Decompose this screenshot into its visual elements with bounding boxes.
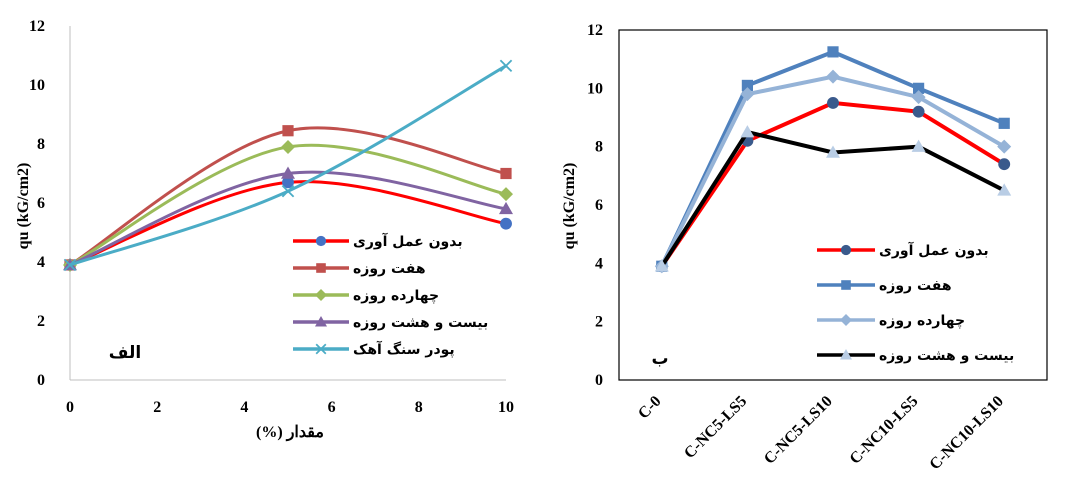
y-tick-label: 4 xyxy=(37,254,45,271)
legend-marker xyxy=(315,316,327,327)
legend-label: بیست و هشت روزه xyxy=(879,348,1014,364)
y-tick-label: 8 xyxy=(37,136,45,153)
legend-item: بیست و هشت روزه xyxy=(293,315,488,331)
panel-label: ب xyxy=(651,349,668,369)
x-tick-label: 6 xyxy=(328,399,336,416)
legend-marker xyxy=(840,314,852,326)
x-tick-label: 2 xyxy=(153,399,161,416)
data-point xyxy=(911,90,926,105)
legend-label: هفت روزه xyxy=(353,261,426,277)
legend-marker xyxy=(840,244,852,256)
legend-item: پودر سنگ آهک xyxy=(293,340,455,358)
y-axis-label: qu (kG/cm2) xyxy=(15,163,32,250)
legend-marker xyxy=(840,349,852,360)
y-tick-label: 6 xyxy=(37,195,45,212)
data-point xyxy=(499,201,513,215)
data-point xyxy=(997,183,1012,196)
legend-marker xyxy=(315,235,327,247)
legend-label: بدون عمل آوری xyxy=(879,241,989,259)
data-point xyxy=(911,139,926,152)
data-point xyxy=(912,105,925,118)
legend-item: بدون عمل آوری xyxy=(817,241,989,259)
legend-item: بدون عمل آوری xyxy=(293,232,463,250)
y-axis-label: qu (kG/cm2) xyxy=(561,163,578,250)
series xyxy=(654,125,1012,272)
data-point xyxy=(826,145,840,158)
y-tick-label: 12 xyxy=(29,18,45,35)
legend-item: چهارده روزه xyxy=(817,313,965,329)
data-point xyxy=(499,187,513,202)
data-point xyxy=(740,125,755,138)
data-point xyxy=(827,96,839,109)
data-point xyxy=(998,158,1011,171)
legend-marker xyxy=(841,280,851,290)
y-tick-label: 8 xyxy=(595,139,603,156)
legend-label: چهارده روزه xyxy=(353,288,439,304)
data-point xyxy=(741,79,753,92)
x-tick-label: 8 xyxy=(415,399,423,416)
data-point xyxy=(281,184,295,198)
legend-item: چهارده روزه xyxy=(293,288,439,304)
x-axis-label: مقدار (%) xyxy=(256,424,324,442)
y-tick-label: 2 xyxy=(37,313,45,330)
x-tick-label: 10 xyxy=(498,399,514,416)
data-point xyxy=(827,46,839,58)
data-point xyxy=(997,139,1012,154)
legend-marker xyxy=(315,343,327,355)
y-tick-label: 0 xyxy=(37,372,45,389)
data-point xyxy=(281,166,295,179)
legend-marker xyxy=(315,289,327,301)
chart-left: qu (kG/cm2) مقدار (%) الف 0 2 4 6 8 10 12 0 2 4 6 8… xyxy=(15,18,514,442)
y-tick-label: 10 xyxy=(587,80,603,97)
data-point xyxy=(499,59,513,73)
legend-item: هفت روزه xyxy=(293,261,426,277)
legend-label: بدون عمل آوری xyxy=(353,232,463,250)
data-point xyxy=(282,176,294,189)
legend-label: بیست و هشت روزه xyxy=(353,315,488,331)
legend-label: هفت روزه xyxy=(879,278,952,294)
y-tick-label: 10 xyxy=(29,77,45,94)
data-point xyxy=(282,125,294,137)
series xyxy=(655,96,1011,273)
data-point xyxy=(654,259,669,272)
data-point xyxy=(998,117,1010,129)
y-tick-label: 2 xyxy=(595,314,603,331)
series xyxy=(63,59,513,272)
y-tick-label: 4 xyxy=(595,255,603,272)
x-tick-label: 4 xyxy=(240,399,248,416)
data-point xyxy=(281,139,295,154)
legend-item: هفت روزه xyxy=(817,278,952,294)
legend-label: پودر سنگ آهک xyxy=(353,340,455,358)
legend-label: چهارده روزه xyxy=(879,313,965,329)
data-point xyxy=(500,167,512,180)
data-point xyxy=(913,82,925,94)
x-tick-label: 0 xyxy=(66,399,74,416)
data-point xyxy=(500,217,512,230)
data-point xyxy=(63,258,77,272)
y-tick-label: 12 xyxy=(587,22,603,39)
series xyxy=(654,69,1012,274)
plot-frame xyxy=(618,29,1048,381)
legend-marker xyxy=(316,263,326,273)
panel-label: الف xyxy=(109,343,141,363)
y-tick-label: 0 xyxy=(595,372,603,389)
y-tick-label: 6 xyxy=(595,197,603,214)
data-point xyxy=(740,87,755,102)
data-point xyxy=(826,69,840,84)
legend-item: بیست و هشت روزه xyxy=(817,348,1014,364)
